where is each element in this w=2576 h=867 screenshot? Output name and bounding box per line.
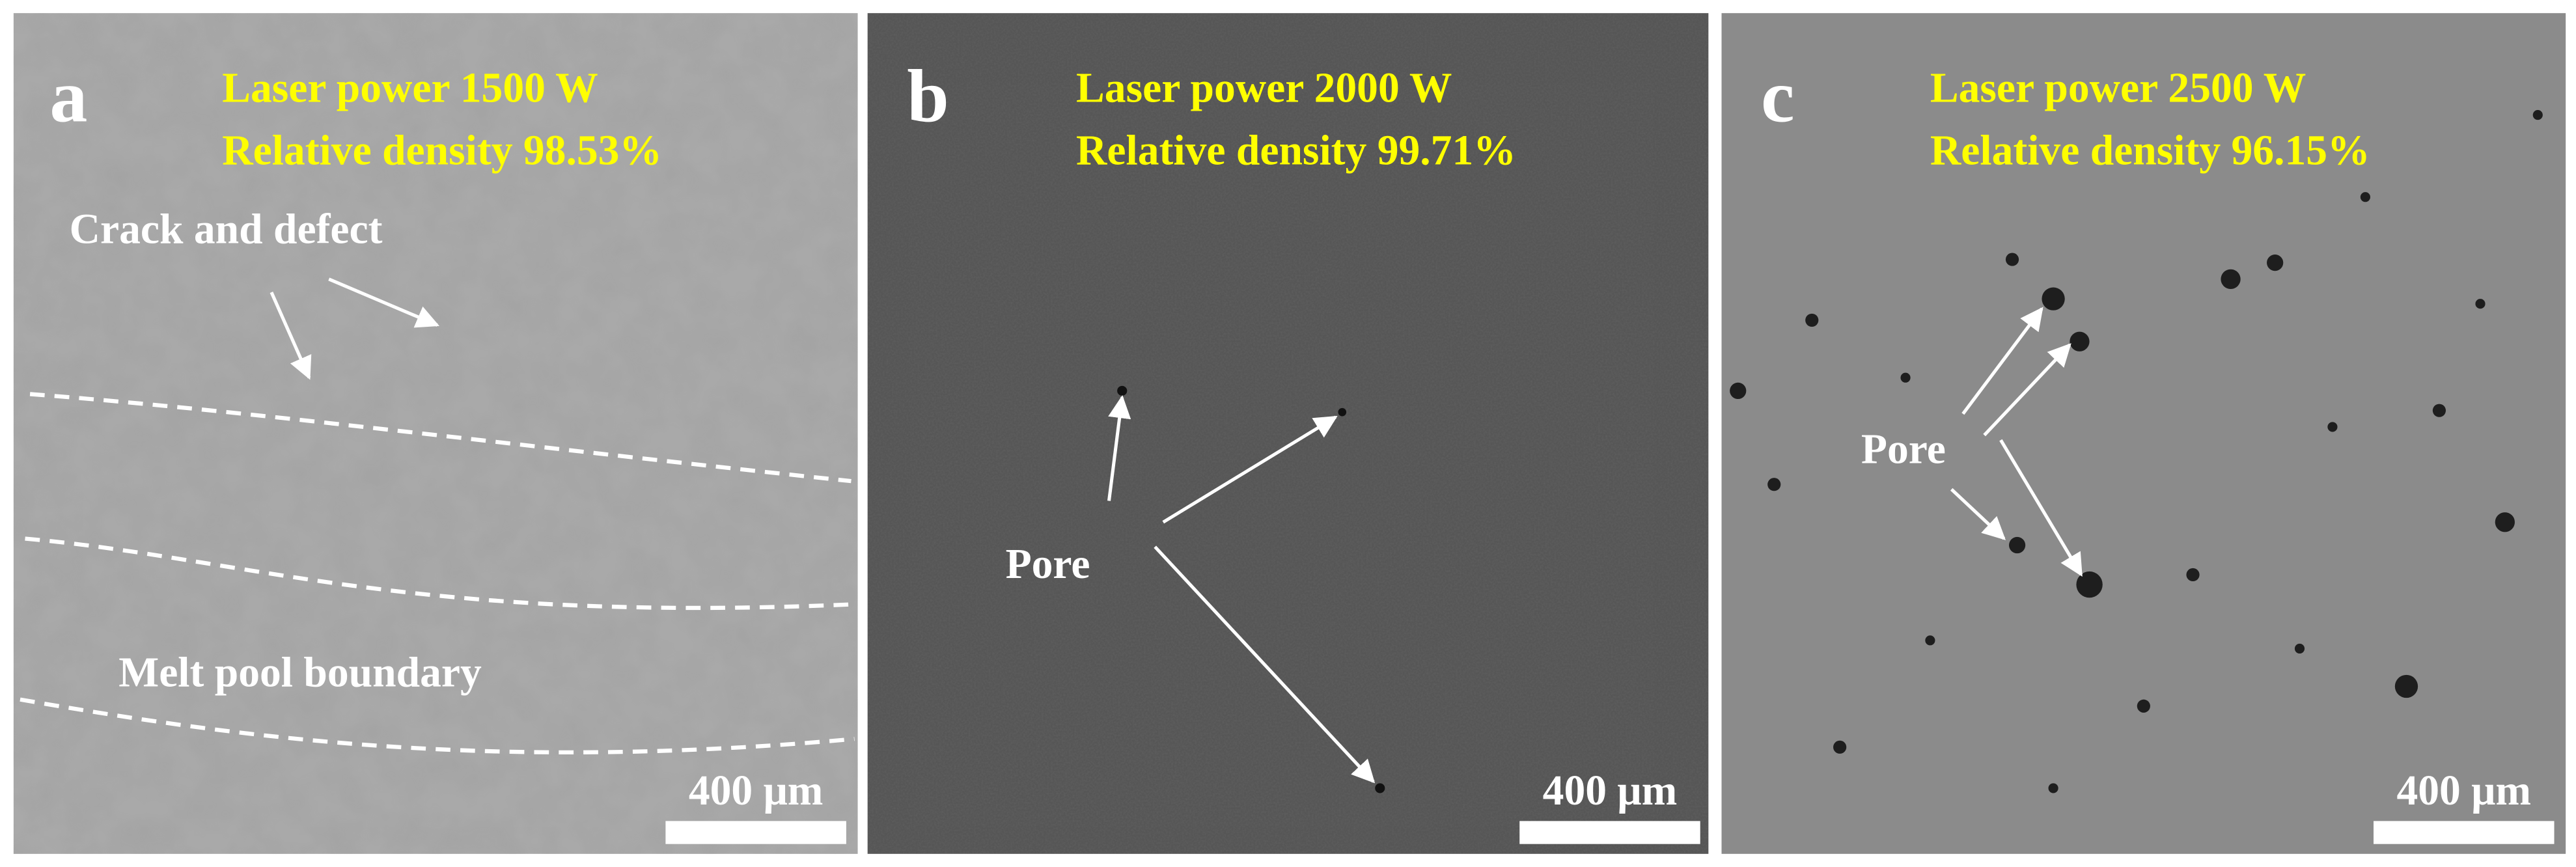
panel-label: c [1761,55,1795,139]
relative-density: Relative density 98.53% [222,127,662,174]
panel-c: c Laser power 2500 W Relative density 96… [1721,13,2566,854]
scale-bar [665,821,846,844]
laser-power: Laser power 2500 W [1930,64,2306,111]
scale-bar-label: 400 μm [689,767,824,814]
scale-bar-label: 400 μm [2396,767,2531,814]
scale-bar-label: 400 μm [1543,767,1678,814]
laser-power: Laser power 1500 W [222,64,598,111]
relative-density: Relative density 99.71% [1076,127,1516,174]
laser-power: Laser power 2000 W [1076,64,1452,111]
panel-label: b [907,55,949,139]
panel-label: a [49,55,87,139]
panel-a: a Laser power 1500 W Relative density 98… [13,13,858,854]
annotation: Pore [1006,541,1090,588]
scale-bar [1519,821,1700,844]
annotation: Pore [1861,426,1946,473]
relative-density: Relative density 96.15% [1930,127,2370,174]
scale-bar [2374,821,2555,844]
panel-b: b Laser power 2000 W Relative density 99… [867,13,1709,854]
annotation: Crack and defect [70,206,383,253]
annotation: Melt pool boundary [118,650,482,696]
